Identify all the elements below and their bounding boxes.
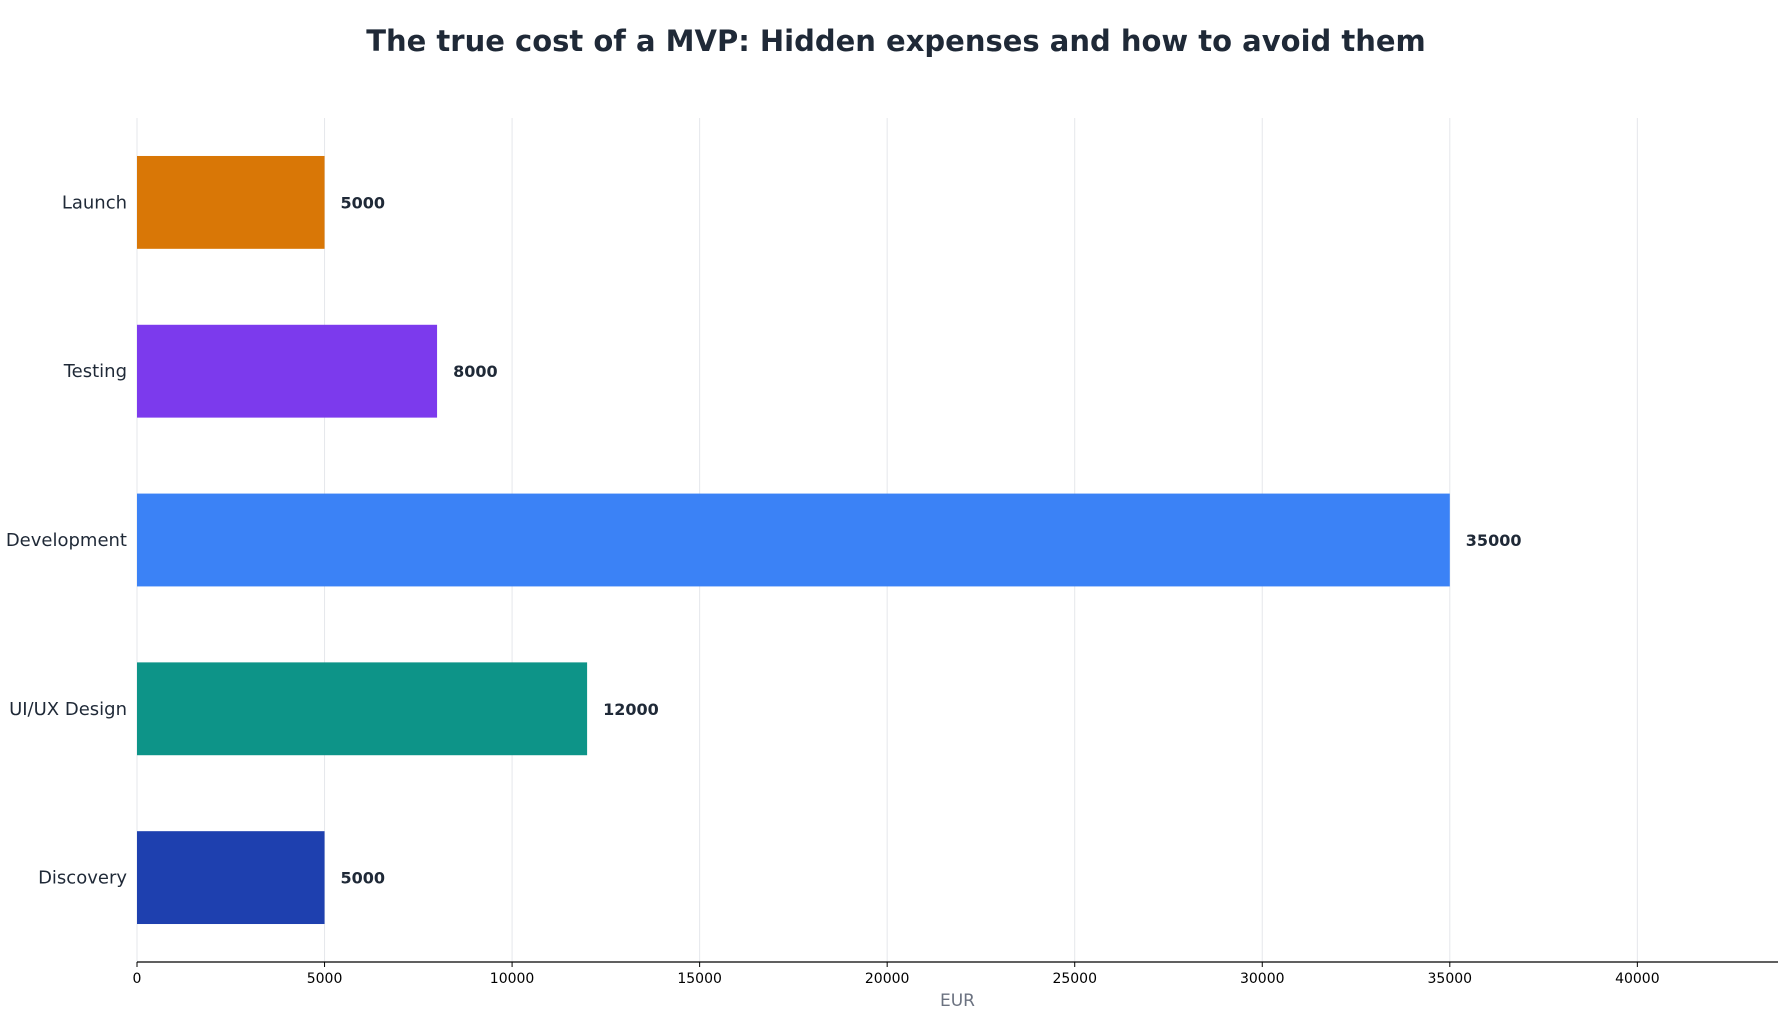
category-labels: Discovery UI/UX Design Development Testing L… — [6, 192, 128, 888]
bars: 5000 12000 35000 8000 5000 — [137, 155, 1522, 925]
value-label: 5000 — [341, 869, 386, 888]
bar-testing — [137, 324, 438, 418]
value-label: 35000 — [1466, 531, 1522, 550]
category-label: Testing — [63, 361, 127, 382]
x-tick-label: 10000 — [490, 971, 535, 987]
x-tick-label: 40000 — [1615, 971, 1660, 987]
value-label: 12000 — [603, 700, 659, 719]
x-tick-label: 0 — [133, 971, 142, 987]
x-tick-label: 5000 — [307, 971, 343, 987]
category-label: UI/UX Design — [9, 699, 127, 720]
x-tick-label: 35000 — [1428, 971, 1473, 987]
bar-launch — [137, 155, 325, 249]
x-tick-label: 15000 — [677, 971, 722, 987]
x-axis: 0 5000 10000 15000 20000 25000 30000 35000 40000 — [133, 961, 1778, 987]
chart-title: The true cost of a MVP: Hidden expenses … — [366, 24, 1426, 58]
bar-development — [137, 493, 1450, 587]
x-tick-label: 30000 — [1240, 971, 1285, 987]
x-tick-label: 20000 — [865, 971, 910, 987]
x-axis-title: EUR — [940, 991, 975, 1011]
category-label: Discovery — [38, 868, 127, 889]
value-label: 5000 — [341, 193, 386, 212]
x-tick-label: 25000 — [1052, 971, 1097, 987]
bar-ui-ux-design — [137, 662, 588, 756]
category-label: Launch — [62, 192, 127, 213]
category-label: Development — [6, 530, 127, 551]
bar-discovery — [137, 831, 325, 925]
value-label: 8000 — [453, 362, 498, 381]
